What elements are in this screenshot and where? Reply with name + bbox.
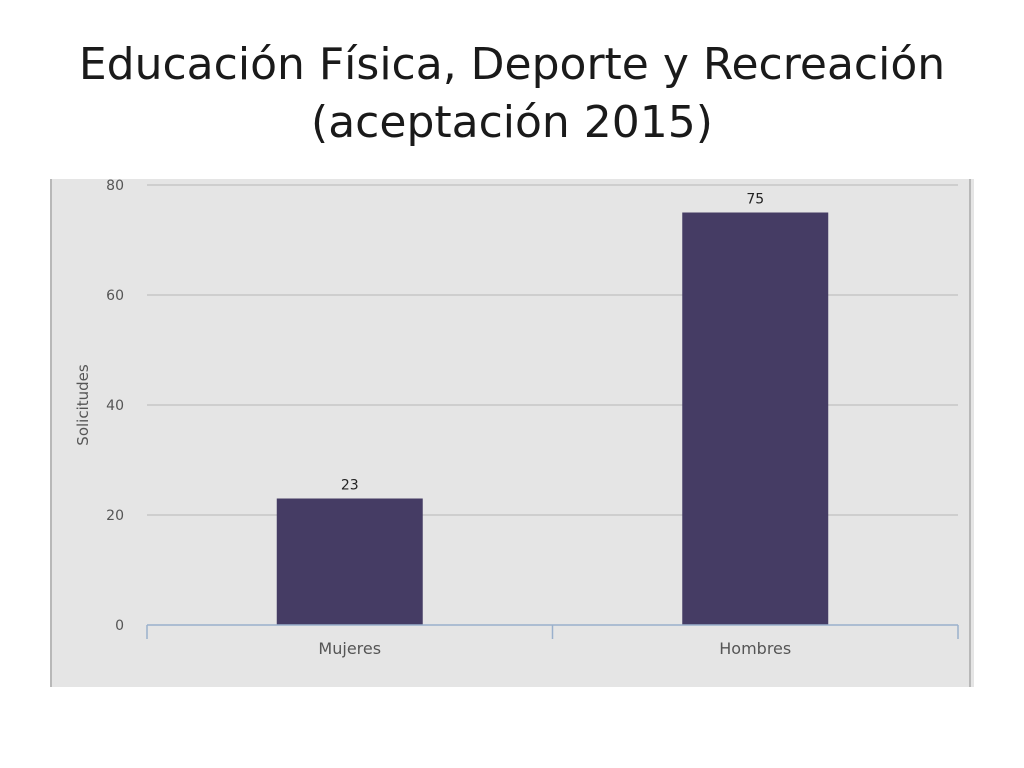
x-tick-label-mujeres: Mujeres xyxy=(318,639,381,658)
y-tick-label-60: 60 xyxy=(106,288,124,304)
y-tick-label-40: 40 xyxy=(106,398,124,414)
slide-title-line-2: (aceptación 2015) xyxy=(311,97,713,148)
chart-frame-right-edge xyxy=(969,179,971,687)
data-label-mujeres: 23 xyxy=(341,478,359,494)
bar-mujeres xyxy=(276,498,423,625)
chart-frame-left-edge xyxy=(50,179,52,687)
data-labels: 23 75 xyxy=(341,192,764,494)
bar-chart: Solicitudes 0 20 40 60 80 23 75 Mujeres Hombre… xyxy=(50,179,974,687)
chart-frame: Solicitudes 0 20 40 60 80 23 75 Mujeres Hombre… xyxy=(50,179,974,687)
bar-hombres xyxy=(682,212,829,625)
slide-title-line-1: Educación Física, Deporte y Recreación xyxy=(78,39,946,90)
bars xyxy=(276,212,829,625)
y-tick-label-0: 0 xyxy=(115,618,124,634)
data-label-hombres: 75 xyxy=(746,192,764,208)
y-tick-labels: 0 20 40 60 80 xyxy=(106,179,124,634)
slide-title: Educación Física, Deporte y Recreación (… xyxy=(40,36,984,152)
x-tick-labels: Mujeres Hombres xyxy=(318,639,791,658)
chart-background xyxy=(50,179,974,687)
y-tick-label-20: 20 xyxy=(106,508,124,524)
x-tick-label-hombres: Hombres xyxy=(719,639,791,658)
y-tick-label-80: 80 xyxy=(106,179,124,194)
y-axis-title: Solicitudes xyxy=(74,364,92,446)
x-axis xyxy=(146,624,959,639)
